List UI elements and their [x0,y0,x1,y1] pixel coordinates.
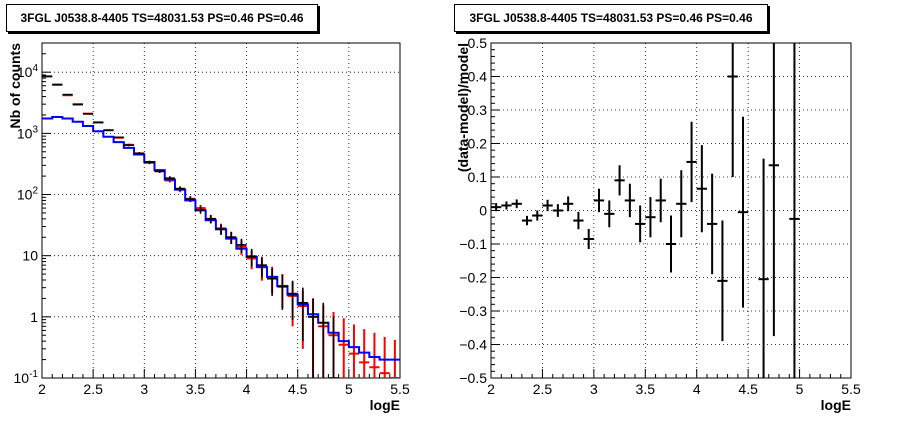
right-y-tick-label: −0.2 [459,270,487,286]
model-step-line [42,116,400,361]
right-x-tick-label: 2 [487,381,495,397]
right-x-tick-label: 3 [590,381,598,397]
right-y-tick-label: 0 [479,203,487,219]
right-y-tick-label: −0.1 [459,236,487,252]
right-plot-title: 3FGL J0538.8-4405 TS=48031.53 PS=0.46 PS… [454,4,768,32]
right-y-tick-label: −0.3 [459,303,487,319]
right-x-tick-label: 4 [693,381,701,397]
left-x-tick-label: 3.5 [186,381,206,397]
left-x-axis-title: logE [370,397,400,413]
right-y-tick-label: 0.1 [468,169,488,185]
right-plot: 2 2.5 3 3.5 4 4.5 5 5.5 −0.5 −0.4 −0.3 −0.2 −0.1 0 0.1… [455,35,861,413]
left-y-tick-label: 10-1 [14,369,39,386]
right-x-tick-label: 5.5 [841,381,861,397]
right-x-tick-label: 2.5 [533,381,553,397]
left-x-tick-label: 5.5 [390,381,410,397]
left-x-tick-label: 2.5 [83,381,103,397]
left-y-tick-label: 102 [17,186,39,203]
left-frame [41,42,401,379]
right-y-tick-label: 0.3 [468,102,488,118]
left-x-tick-label: 4 [243,381,251,397]
left-plot: 2 2.5 3 3.5 4 4.5 5 5.5 10-1 1 10 102 103 104 logE Nb o… [7,42,410,413]
right-x-tick-label: 3.5 [636,381,656,397]
right-x-tick-label: 5 [796,381,804,397]
left-data-layer [42,75,400,378]
right-x-axis-title: logE [821,397,851,413]
left-y-tick-label: 1 [30,309,38,325]
right-y-tick-label: −0.4 [459,337,487,353]
left-x-tick-label: 2 [38,381,46,397]
left-y-tick-label: 103 [17,124,39,141]
left-x-tick-label: 4.5 [288,381,308,397]
left-plot-title: 3FGL J0538.8-4405 TS=48031.53 PS=0.46 PS… [6,4,318,32]
right-y-tick-label: 0.4 [468,69,488,85]
right-data-layer [491,43,800,378]
right-y-axis-title: (data-model)/model [455,43,471,172]
left-y-axis-title: Nb of counts [7,43,23,129]
left-y-tick-label: 10 [22,248,38,264]
left-x-tick-label: 3 [140,381,148,397]
right-y-tick-label: −0.5 [459,370,487,386]
left-y-tick-label: 104 [17,63,39,80]
right-x-tick-label: 4.5 [738,381,758,397]
right-y-tick-label: 0.2 [468,136,488,152]
left-x-tick-label: 5 [345,381,353,397]
right-y-tick-label: 0.5 [468,35,488,51]
